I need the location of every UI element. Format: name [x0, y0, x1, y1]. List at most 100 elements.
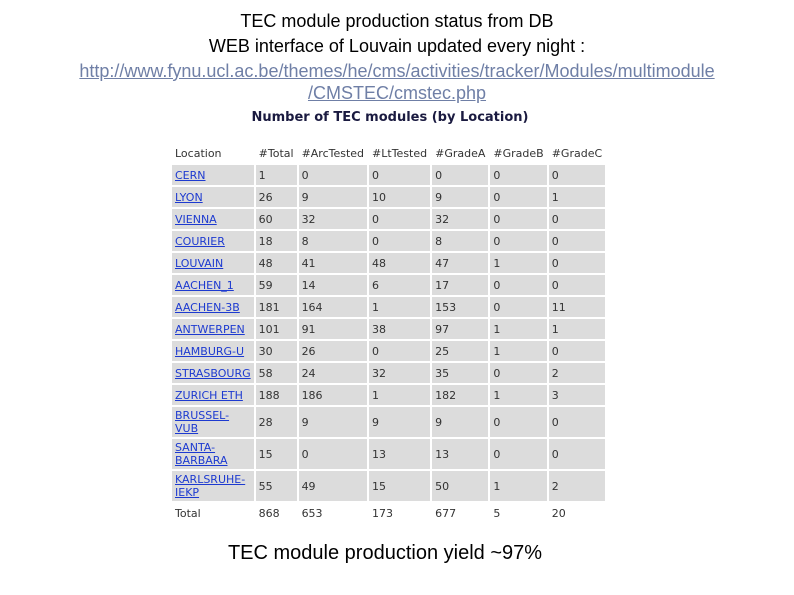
value-cell: 58 [255, 363, 297, 383]
value-cell: 0 [490, 363, 547, 383]
url-line[interactable]: /CMSTEC/cmstec.php [307, 83, 487, 103]
value-cell: 32 [432, 209, 489, 229]
location-cell: ZURICH ETH [172, 385, 254, 405]
value-cell: 13 [369, 439, 431, 469]
value-cell: 59 [255, 275, 297, 295]
value-cell: 0 [548, 439, 606, 469]
table-row: AACHEN-3B 181 164 1 153 0 11 [172, 297, 606, 317]
value-cell: 0 [369, 341, 431, 361]
value-cell: 186 [298, 385, 368, 405]
location-cell: LOUVAIN [172, 253, 254, 273]
location-link[interactable]: COURIER [175, 234, 225, 248]
value-cell: 11 [548, 297, 606, 317]
value-cell: 0 [490, 407, 547, 437]
value-cell: 0 [298, 165, 368, 185]
value-cell: 15 [369, 471, 431, 501]
value-cell: 17 [432, 275, 489, 295]
table-title: Number of TEC modules (by Location) [251, 110, 529, 125]
value-cell: 26 [255, 187, 297, 207]
location-link[interactable]: AACHEN_1 [175, 278, 234, 292]
value-cell: 8 [432, 231, 489, 251]
value-cell: 0 [490, 297, 547, 317]
header-cell: #ArcTested [301, 146, 365, 160]
total-cell: 653 [301, 506, 323, 520]
title-line: TEC module production status from DB [240, 11, 554, 31]
table-row: LOUVAIN 48 41 48 47 1 0 [172, 253, 606, 273]
value-cell: 32 [369, 363, 431, 383]
value-cell: 1 [548, 319, 606, 339]
value-cell: 1 [548, 187, 606, 207]
value-cell: 48 [255, 253, 297, 273]
value-cell: 28 [255, 407, 297, 437]
table-row: ANTWERPEN 101 91 38 97 1 1 [172, 319, 606, 339]
location-cell: VIENNA [172, 209, 254, 229]
value-cell: 24 [298, 363, 368, 383]
value-cell: 26 [298, 341, 368, 361]
value-cell: 41 [298, 253, 368, 273]
value-cell: 35 [432, 363, 489, 383]
value-cell: 0 [548, 253, 606, 273]
url-line[interactable]: http://www.fynu.ucl.ac.be/themes/he/cms/… [79, 61, 715, 81]
location-cell: STRASBOURG [172, 363, 254, 383]
location-cell: SANTA-BARBARA [172, 439, 254, 469]
total-cell: Total [175, 506, 201, 520]
value-cell: 25 [432, 341, 489, 361]
location-cell: LYON [172, 187, 254, 207]
location-link[interactable]: ANTWERPEN [175, 322, 245, 336]
value-cell: 1 [490, 385, 547, 405]
value-cell: 0 [369, 209, 431, 229]
location-link[interactable]: LYON [175, 190, 203, 204]
table-row: STRASBOURG 58 24 32 35 0 2 [172, 363, 606, 383]
total-cell: 20 [551, 506, 566, 520]
location-cell: AACHEN_1 [172, 275, 254, 295]
value-cell: 9 [369, 407, 431, 437]
header-cell: #GradeA [435, 146, 486, 160]
location-cell: AACHEN-3B [172, 297, 254, 317]
location-link[interactable]: CERN [175, 168, 206, 182]
value-cell: 48 [369, 253, 431, 273]
value-cell: 0 [490, 165, 547, 185]
header-cell: Location [175, 146, 222, 160]
value-cell: 1 [490, 253, 547, 273]
total-cell: 173 [372, 506, 394, 520]
location-link[interactable]: AACHEN-3B [175, 300, 240, 314]
location-cell: ANTWERPEN [172, 319, 254, 339]
location-cell: BRUSSEL-VUB [172, 407, 254, 437]
header-cell: #LtTested [372, 146, 428, 160]
table-row: AACHEN_1 59 14 6 17 0 0 [172, 275, 606, 295]
value-cell: 0 [548, 231, 606, 251]
header-cell: #GradeC [551, 146, 603, 160]
location-link[interactable]: KARLSRUHE-IEKP [175, 473, 246, 499]
value-cell: 55 [255, 471, 297, 501]
location-cell: COURIER [172, 231, 254, 251]
value-cell: 8 [298, 231, 368, 251]
location-link[interactable]: STRASBOURG [175, 366, 251, 380]
table-row: LYON 26 9 10 9 0 1 [172, 187, 606, 207]
value-cell: 0 [548, 341, 606, 361]
value-cell: 97 [432, 319, 489, 339]
value-cell: 47 [432, 253, 489, 273]
location-link[interactable]: HAMBURG-U [175, 344, 245, 358]
value-cell: 0 [548, 275, 606, 295]
value-cell: 3 [548, 385, 606, 405]
value-cell: 1 [490, 341, 547, 361]
value-cell: 181 [255, 297, 297, 317]
total-cell: 868 [258, 506, 280, 520]
location-link[interactable]: SANTA-BARBARA [175, 441, 228, 467]
value-cell: 9 [432, 407, 489, 437]
value-cell: 49 [298, 471, 368, 501]
value-cell: 38 [369, 319, 431, 339]
table: Location #Total #ArcTested #LtTested #GradeA… [170, 141, 607, 525]
value-cell: 0 [548, 407, 606, 437]
value-cell: 91 [298, 319, 368, 339]
location-link[interactable]: ZURICH ETH [175, 388, 243, 402]
value-cell: 2 [548, 471, 606, 501]
value-cell: 0 [490, 209, 547, 229]
location-link[interactable]: LOUVAIN [175, 256, 224, 270]
location-link[interactable]: BRUSSEL-VUB [175, 409, 230, 435]
value-cell: 0 [298, 439, 368, 469]
value-cell: 6 [369, 275, 431, 295]
location-link[interactable]: VIENNA [175, 212, 217, 226]
total-cell: 5 [493, 506, 501, 520]
value-cell: 1 [490, 319, 547, 339]
